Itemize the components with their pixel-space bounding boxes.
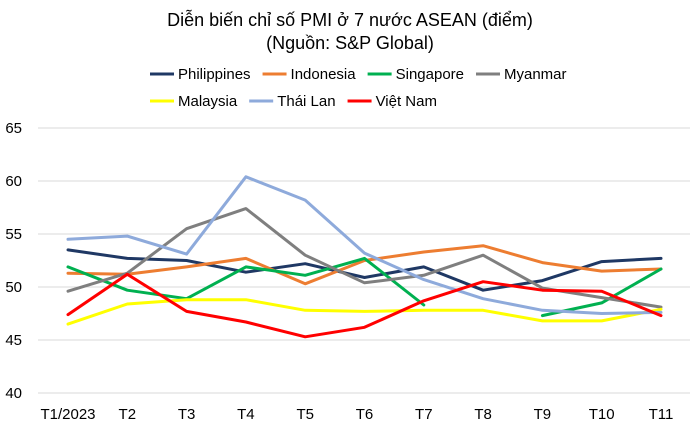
x-tick-label-0: T1/2023 [40, 406, 95, 423]
y-tick-label-55: 55 [5, 226, 22, 243]
x-tick-label-7: T8 [474, 406, 492, 423]
legend-label-singapore: Singapore [396, 66, 464, 83]
legend-label-myanmar: Myanmar [504, 66, 567, 83]
legend-label-vi-t-nam: Việt Nam [376, 93, 437, 110]
legend-label-th-i-lan: Thái Lan [277, 93, 335, 110]
y-tick-label-40: 40 [5, 385, 22, 402]
series-line-indonesia [66, 244, 663, 286]
y-tick-label-50: 50 [5, 279, 22, 296]
series-line-th-i-lan [66, 175, 663, 315]
legend-label-indonesia: Indonesia [291, 66, 357, 83]
chart-title: Diễn biến chỉ số PMI ở 7 nước ASEAN (điể… [167, 10, 533, 30]
chart-subtitle: (Nguồn: S&P Global) [266, 33, 434, 53]
x-tick-label-2: T3 [178, 406, 196, 423]
y-axis-ticks: 40 45 50 55 60 65 [5, 120, 22, 402]
y-tick-label-45: 45 [5, 332, 22, 349]
y-tick-label-65: 65 [5, 120, 22, 137]
x-tick-label-8: T9 [534, 406, 552, 423]
x-tick-label-9: T10 [589, 406, 615, 423]
series-line-vi-t-nam [66, 272, 663, 339]
series-line-philippines [66, 248, 663, 292]
x-tick-label-5: T6 [356, 406, 374, 423]
y-tick-label-60: 60 [5, 173, 22, 190]
legend-label-malaysia: Malaysia [178, 93, 238, 110]
series-lines [66, 175, 663, 339]
legend-label-philippines: Philippines [178, 66, 251, 83]
x-tick-label-6: T7 [415, 406, 433, 423]
x-tick-label-4: T5 [296, 406, 314, 423]
x-tick-label-3: T4 [237, 406, 255, 423]
legend: Philippines Indonesia Singapore Myanmar Mala… [150, 66, 567, 110]
series-line-malaysia [66, 298, 663, 326]
x-tick-label-10: T11 [649, 406, 674, 423]
x-axis-ticks: T1/2023 T2 T3 T4 T5 T6 T7 T8 T9 T10 T11 [40, 406, 673, 423]
x-tick-label-1: T2 [119, 406, 137, 423]
